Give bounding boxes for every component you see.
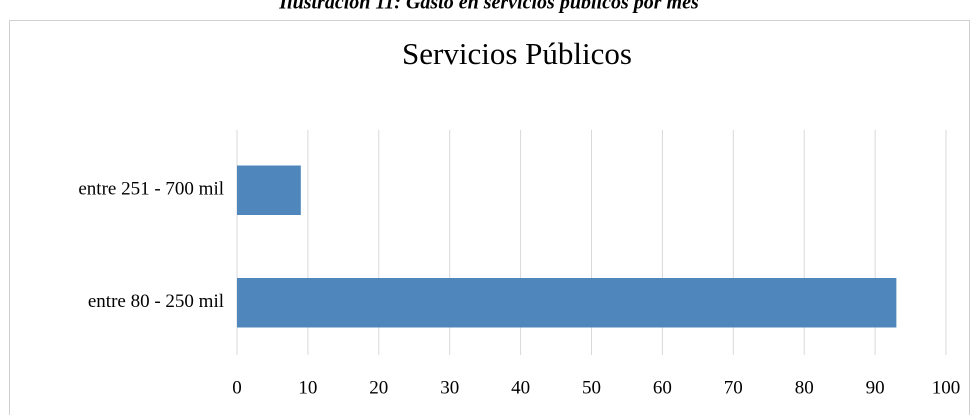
x-tick-label: 100 <box>932 377 961 398</box>
caption: Ilustración 11: Gasto en servicios públi… <box>278 0 699 14</box>
y-tick-label: entre 80 - 250 mil <box>88 291 224 312</box>
chart-frame <box>9 20 970 415</box>
x-tick-label: 50 <box>582 377 601 398</box>
x-tick-label: 30 <box>440 377 459 398</box>
x-tick-label: 10 <box>298 377 317 398</box>
bar <box>237 278 897 328</box>
x-tick-label: 60 <box>653 377 672 398</box>
x-tick-label: 80 <box>795 377 814 398</box>
y-tick-label: entre 251 - 700 mil <box>78 179 224 200</box>
x-tick-label: 0 <box>232 377 242 398</box>
chart-title: Servicios Públicos <box>402 36 632 71</box>
bar <box>237 165 301 215</box>
x-tick-label: 40 <box>511 377 530 398</box>
x-tick-label: 90 <box>866 377 885 398</box>
x-tick-label: 20 <box>369 377 388 398</box>
x-tick-label: 70 <box>724 377 743 398</box>
